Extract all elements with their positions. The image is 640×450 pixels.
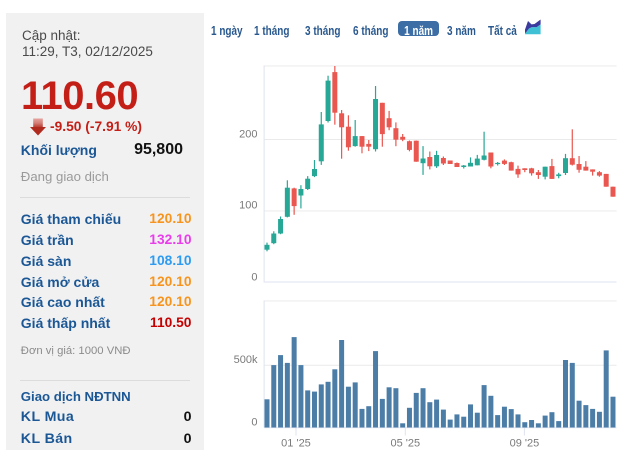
svg-text:01 '25: 01 '25 — [281, 438, 311, 450]
svg-text:05 '25: 05 '25 — [390, 438, 420, 450]
svg-text:200: 200 — [239, 129, 257, 141]
svg-text:500k: 500k — [234, 354, 258, 366]
svg-text:09 '25: 09 '25 — [510, 438, 540, 450]
svg-text:100: 100 — [239, 200, 257, 212]
svg-text:0: 0 — [251, 417, 257, 429]
svg-text:0: 0 — [251, 272, 257, 284]
